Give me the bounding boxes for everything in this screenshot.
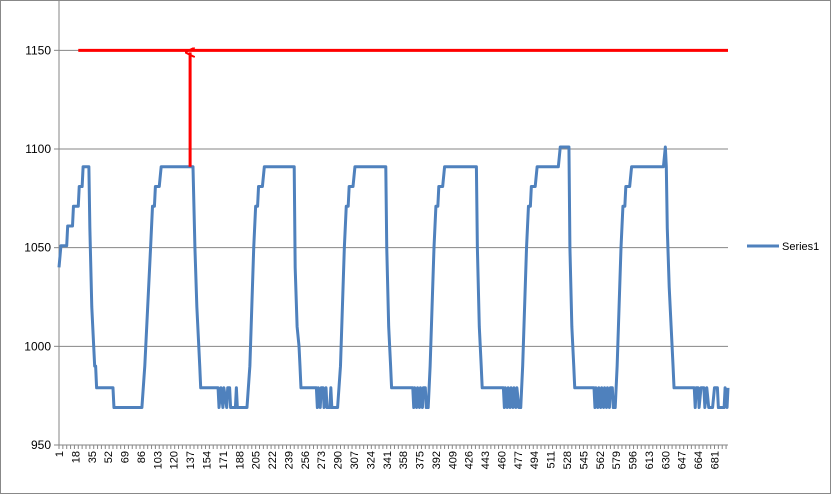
y-tick-labels: 950 1000 1050 1100 1150 (24, 43, 51, 452)
x-tick-label: 205 (251, 451, 263, 469)
y-tick-label: 950 (31, 438, 51, 452)
x-tick-label: 290 (333, 451, 345, 469)
y-tick-label: 1100 (25, 142, 51, 156)
x-tick-label: 409 (447, 451, 459, 469)
x-tick-label: 647 (677, 451, 689, 469)
x-tick-label: 375 (415, 451, 427, 469)
x-tick-label: 392 (431, 451, 443, 469)
x-tick-label: 239 (283, 451, 295, 469)
x-tick-label: 154 (201, 451, 213, 469)
x-tick-label: 1 (54, 451, 66, 457)
x-tick-label: 222 (267, 451, 279, 469)
x-tick-label: 35 (87, 451, 99, 463)
series-lines (57, 145, 730, 410)
x-tick-label: 86 (136, 451, 148, 463)
x-tick-label: 18 (70, 451, 82, 463)
x-tick-label: 528 (562, 451, 574, 469)
x-tick-label: 256 (300, 451, 312, 469)
x-tick-label: 426 (464, 451, 476, 469)
x-tick-label: 188 (234, 451, 246, 469)
y-tick-label: 1000 (24, 339, 51, 353)
x-tick-label: 341 (382, 451, 394, 469)
x-tick-label: 307 (349, 451, 361, 469)
x-tick-label: 494 (529, 451, 541, 469)
x-tick-label: 579 (611, 451, 623, 469)
legend: Series1 (747, 241, 819, 253)
x-tick-label: 613 (644, 451, 656, 469)
x-tick-label: 681 (710, 451, 722, 469)
gridlines (59, 49, 728, 347)
x-tick-labels: 1 18 35 52 69 86 103 120 137 154 171 188 205 222 239 25… (54, 451, 722, 469)
x-tick-label: 477 (513, 451, 525, 469)
x-tick-label: 137 (185, 451, 197, 469)
x-tick-label: 358 (398, 451, 410, 469)
x-tick-label: 562 (595, 451, 607, 469)
x-tick-label: 664 (693, 451, 705, 469)
x-tick-label: 511 (546, 451, 558, 469)
axes (54, 1, 728, 449)
y-tick-label: 1050 (24, 241, 51, 255)
x-tick-label: 324 (365, 451, 377, 469)
x-tick-label: 120 (169, 451, 181, 469)
annotations (78, 50, 728, 167)
x-tick-label: 69 (120, 451, 132, 463)
x-tick-label: 103 (152, 451, 164, 469)
legend-label: Series1 (782, 241, 819, 253)
x-tick-label: 273 (316, 451, 328, 469)
x-tick-label: 460 (496, 451, 508, 469)
x-tick-label: 630 (660, 451, 672, 469)
x-tick-label: 52 (103, 451, 115, 463)
x-tick-label: 545 (578, 451, 590, 469)
x-tick-label: 171 (218, 451, 230, 469)
x-tick-label: 596 (628, 451, 640, 469)
y-tick-label: 1150 (25, 43, 51, 57)
x-tick-label: 443 (480, 451, 492, 469)
series-line-0 (57, 145, 730, 410)
